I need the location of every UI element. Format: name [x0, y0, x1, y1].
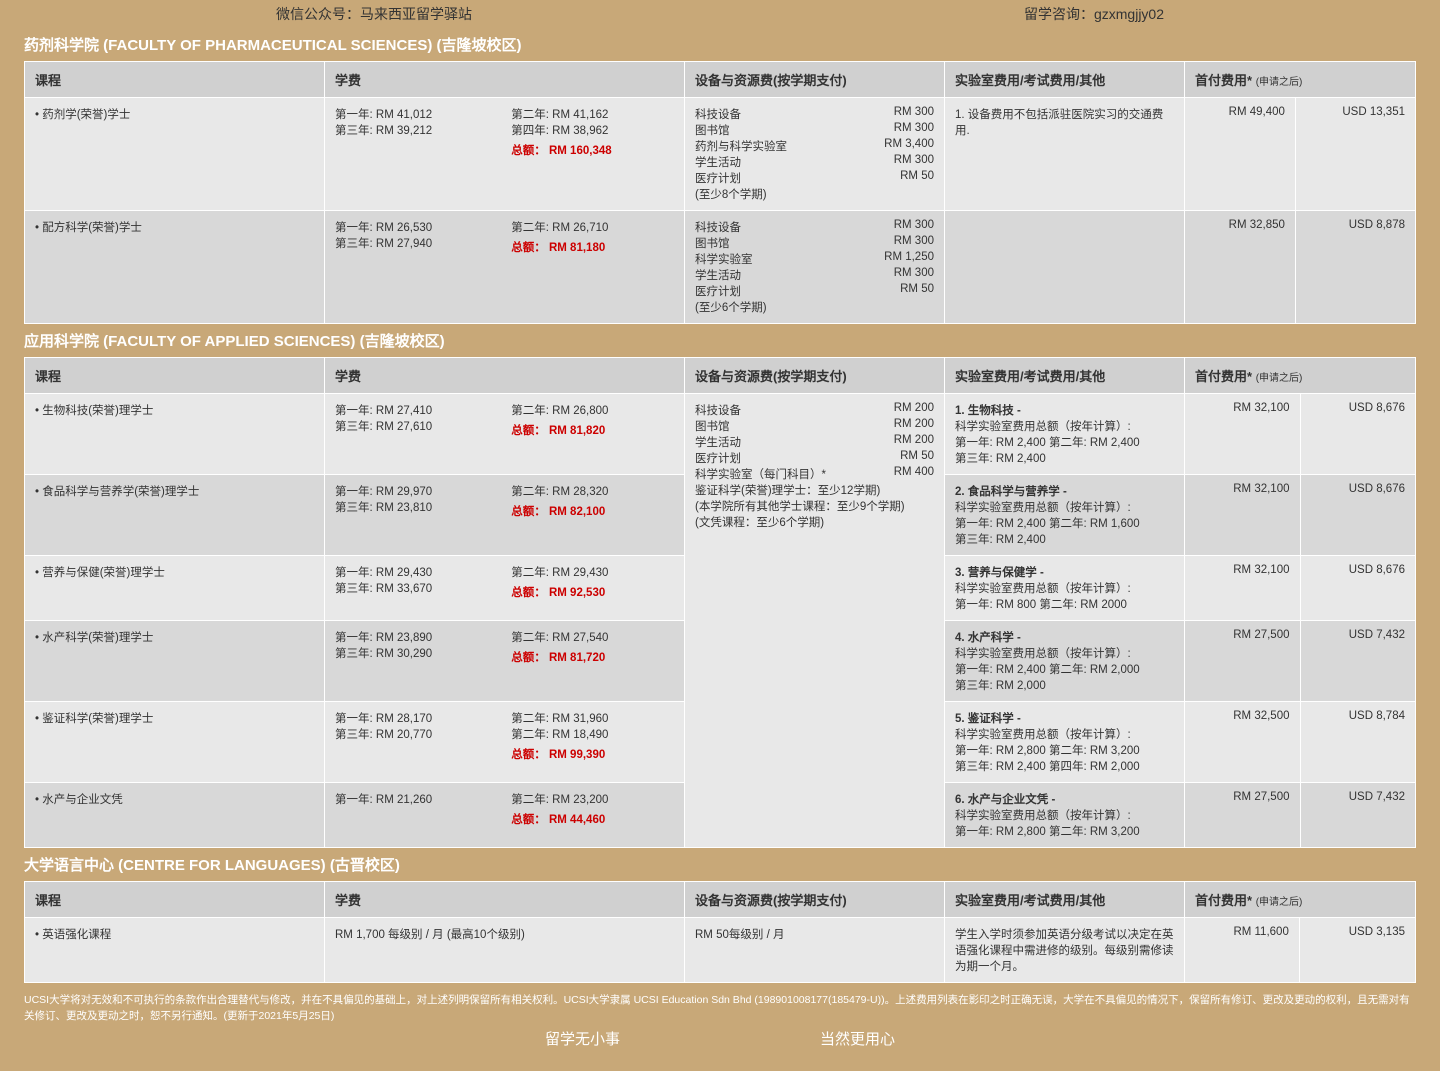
first-rm: RM 27,500 [1185, 621, 1301, 702]
consult-label: 留学咨询：gzxmgjjy02 [1024, 4, 1164, 24]
section3-table: 课程 学费 设备与资源费(按学期支付) 实验室费用/考试费用/其他 首付费用* … [24, 881, 1416, 983]
first-usd: USD 8,676 [1300, 475, 1416, 556]
first-rm: RM 32,100 [1185, 475, 1301, 556]
fee-cell: 第一年: RM 27,410第三年: RM 27,610第二年: RM 26,8… [325, 394, 685, 475]
first-usd: USD 8,784 [1300, 702, 1416, 783]
lab-cell: 1. 生物科技 -科学实验室费用总额（按年计算）:第一年: RM 2,400 第… [945, 394, 1185, 475]
fee-cell: 第一年: RM 29,970第三年: RM 23,810第二年: RM 28,3… [325, 475, 685, 556]
footer-left: 留学无小事 [545, 1029, 620, 1052]
first-usd: USD 3,135 [1299, 918, 1415, 983]
section1-title: 药剂科学院 (FACULTY OF PHARMACEUTICAL SCIENCE… [0, 28, 1440, 61]
first-rm: RM 27,500 [1185, 783, 1301, 848]
first-usd: USD 8,676 [1300, 556, 1416, 621]
wechat-label: 微信公众号：马来西亚留学驿站 [276, 4, 472, 24]
lab-cell: 1. 设备费用不包括派驻医院实习的交通费用. [945, 98, 1185, 211]
lab-cell: 4. 水产科学 -科学实验室费用总额（按年计算）:第一年: RM 2,400 第… [945, 621, 1185, 702]
equip-cell: 科技设备RM 300图书馆RM 300药剂与科学实验室RM 3,400学生活动R… [685, 98, 945, 211]
section2-title: 应用科学院 (FACULTY OF APPLIED SCIENCES) (吉隆坡… [0, 324, 1440, 357]
footer-text: UCSI大学将对无效和不可执行的条款作出合理替代与修改，并在不具偏见的基础上，对… [24, 993, 1416, 1025]
lab-cell: 学生入学时须参加英语分级考试以决定在英语强化课程中需进修的级别。每级别需修读为期… [945, 918, 1185, 983]
first-usd: USD 8,878 [1295, 211, 1415, 324]
fee-cell: 第一年: RM 28,170第三年: RM 20,770第二年: RM 31,9… [325, 702, 685, 783]
section3-title: 大学语言中心 (CENTRE FOR LANGUAGES) (古晋校区) [0, 848, 1440, 881]
first-usd: USD 7,432 [1300, 783, 1416, 848]
fee-cell: 第一年: RM 41,012第三年: RM 39,212第二年: RM 41,1… [325, 98, 685, 211]
lab-cell: 3. 营养与保健学 -科学实验室费用总额（按年计算）:第一年: RM 800 第… [945, 556, 1185, 621]
first-rm: RM 32,100 [1185, 556, 1301, 621]
course-name: • 水产科学(荣誉)理学士 [25, 621, 325, 702]
page: 微信公众号：马来西亚留学驿站 留学咨询：gzxmgjjy02 药剂科学院 (FA… [0, 0, 1440, 1071]
equip-cell: 科技设备RM 300图书馆RM 300科学实验室RM 1,250学生活动RM 3… [685, 211, 945, 324]
lab-cell: 5. 鉴证科学 -科学实验室费用总额（按年计算）:第一年: RM 2,800 第… [945, 702, 1185, 783]
first-rm: RM 11,600 [1185, 918, 1300, 983]
course-name: • 生物科技(荣誉)理学士 [25, 394, 325, 475]
lab-cell [945, 211, 1185, 324]
course-name: • 配方科学(荣誉)学士 [25, 211, 325, 324]
first-rm: RM 32,100 [1185, 394, 1301, 475]
fee-cell: 第一年: RM 23,890第三年: RM 30,290第二年: RM 27,5… [325, 621, 685, 702]
footer: UCSI大学将对无效和不可执行的条款作出合理替代与修改，并在不具偏见的基础上，对… [0, 983, 1440, 1061]
fee-cell: 第一年: RM 26,530第三年: RM 27,940第二年: RM 26,7… [325, 211, 685, 324]
first-usd: USD 7,432 [1300, 621, 1416, 702]
fee-cell: RM 1,700 每级别 / 月 (最高10个级别) [325, 918, 685, 983]
course-name: • 营养与保健(荣誉)理学士 [25, 556, 325, 621]
th-lab: 实验室费用/考试费用/其他 [945, 62, 1185, 98]
first-rm: RM 32,500 [1185, 702, 1301, 783]
lab-cell: 6. 水产与企业文凭 -科学实验室费用总额（按年计算）:第一年: RM 2,80… [945, 783, 1185, 848]
lab-cell: 2. 食品科学与营养学 -科学实验室费用总额（按年计算）:第一年: RM 2,4… [945, 475, 1185, 556]
th-first: 首付费用* (申请之后) [1185, 62, 1416, 98]
course-name: • 鉴证科学(荣誉)理学士 [25, 702, 325, 783]
course-name: • 药剂学(荣誉)学士 [25, 98, 325, 211]
first-rm: RM 49,400 [1185, 98, 1296, 211]
section2-table: 课程 学费 设备与资源费(按学期支付) 实验室费用/考试费用/其他 首付费用* … [24, 357, 1416, 848]
th-course: 课程 [25, 62, 325, 98]
course-name: • 水产与企业文凭 [25, 783, 325, 848]
th-fee: 学费 [325, 62, 685, 98]
section1-table: 课程 学费 设备与资源费(按学期支付) 实验室费用/考试费用/其他 首付费用* … [24, 61, 1416, 324]
first-rm: RM 32,850 [1185, 211, 1296, 324]
course-name: • 食品科学与营养学(荣誉)理学士 [25, 475, 325, 556]
equip-cell-shared: 科技设备RM 200图书馆RM 200学生活动RM 200医疗计划RM 50科学… [685, 394, 945, 848]
course-name: • 英语强化课程 [25, 918, 325, 983]
topbar: 微信公众号：马来西亚留学驿站 留学咨询：gzxmgjjy02 [0, 0, 1440, 28]
th-equip: 设备与资源费(按学期支付) [685, 62, 945, 98]
first-usd: USD 8,676 [1300, 394, 1416, 475]
fee-cell: 第一年: RM 29,430第三年: RM 33,670第二年: RM 29,4… [325, 556, 685, 621]
fee-cell: 第一年: RM 21,260第二年: RM 23,200总额： RM 44,46… [325, 783, 685, 848]
equip-cell: RM 50每级别 / 月 [685, 918, 945, 983]
footer-right: 当然更用心 [820, 1029, 895, 1052]
first-usd: USD 13,351 [1295, 98, 1415, 211]
